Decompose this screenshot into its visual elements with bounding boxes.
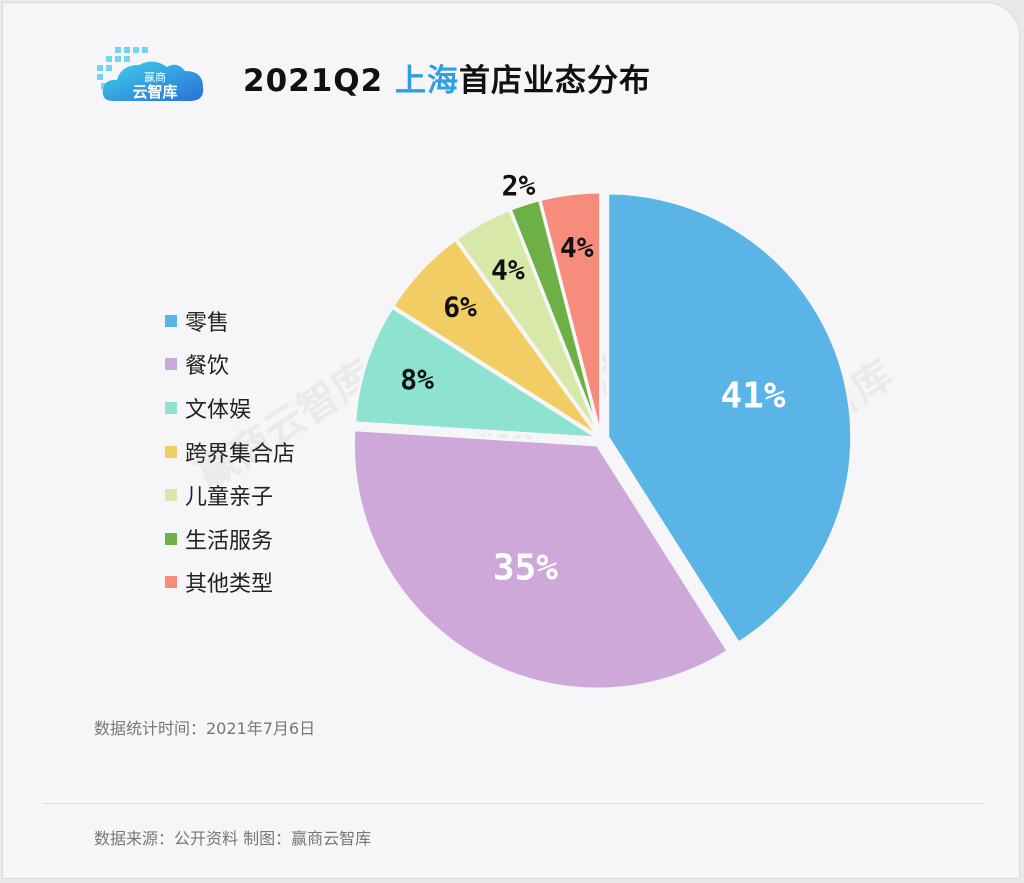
- brand-logo: 赢商 云智库: [97, 47, 204, 101]
- legend-item: 餐饮: [165, 343, 295, 387]
- legend-item: 儿童亲子: [165, 473, 295, 517]
- legend-label: 儿童亲子: [185, 485, 274, 511]
- slice-label: 8%: [400, 363, 434, 396]
- pie-slice: [353, 305, 599, 440]
- data-source-note: 数据来源：公开资料 制图：赢商云智库: [94, 829, 372, 848]
- legend-label: 文体娱: [185, 397, 252, 423]
- title-suffix: 首店业态分布: [459, 63, 651, 99]
- slice-label: 35%: [493, 547, 558, 588]
- legend-item: 文体娱: [165, 386, 295, 430]
- legend-item: 零售: [165, 299, 295, 343]
- legend-label: 餐饮: [185, 354, 230, 380]
- legend-item: 生活服务: [165, 517, 295, 561]
- legend-swatch: [165, 445, 177, 458]
- slice-label: 4%: [491, 253, 525, 286]
- slice-label: 41%: [720, 375, 785, 416]
- legend-item: 其他类型: [165, 561, 295, 605]
- legend-swatch: [165, 358, 177, 371]
- legend-swatch: [165, 401, 177, 414]
- logo-line1: 赢商: [144, 70, 166, 84]
- legend-swatch: [165, 314, 177, 327]
- legend-swatch: [165, 576, 177, 589]
- legend-swatch: [165, 489, 177, 502]
- title-highlight: 上海: [395, 63, 459, 99]
- slice-label: 4%: [560, 231, 594, 264]
- pie-chart: 41% 35% 8% 6% 4% 2% 4%: [351, 169, 854, 691]
- pie-slice: [351, 428, 731, 691]
- data-date-note: 数据统计时间：2021年7月6日: [94, 719, 316, 738]
- footer-divider: [43, 803, 983, 804]
- legend-swatch: [165, 532, 177, 545]
- slice-label: 2%: [502, 169, 536, 202]
- title-prefix: 2021Q2: [243, 63, 395, 99]
- legend-label: 生活服务: [185, 528, 274, 554]
- slice-label: 6%: [443, 290, 477, 323]
- logo-line2: 云智库: [132, 83, 177, 101]
- legend-label: 零售: [185, 310, 230, 336]
- legend-item: 跨界集合店: [165, 430, 295, 474]
- pie-slice: [606, 191, 854, 646]
- legend-label: 跨界集合店: [185, 441, 296, 467]
- legend-label: 其他类型: [185, 572, 274, 598]
- chart-legend: 零售餐饮文体娱跨界集合店儿童亲子生活服务其他类型: [165, 299, 295, 604]
- page-title: 2021Q2 上海首店业态分布: [243, 55, 651, 100]
- pie-slice: [538, 190, 603, 437]
